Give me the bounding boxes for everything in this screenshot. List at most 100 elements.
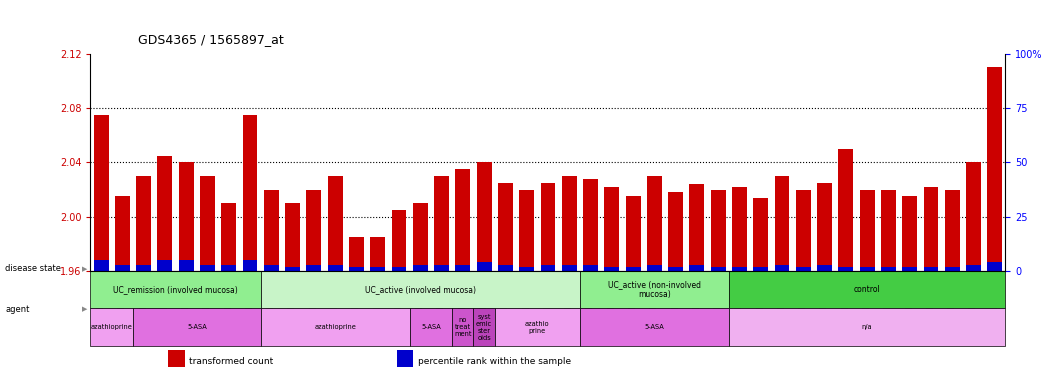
Bar — [604, 267, 619, 271]
Bar — [200, 176, 215, 271]
Bar — [924, 187, 938, 271]
Bar — [370, 237, 385, 271]
Bar — [860, 267, 875, 271]
Bar — [328, 265, 343, 271]
Bar — [729, 271, 1005, 308]
Bar — [434, 265, 449, 271]
Text: transformed count: transformed count — [189, 356, 273, 366]
Bar — [495, 308, 580, 346]
Bar — [881, 190, 896, 271]
Bar — [541, 183, 555, 271]
Bar — [647, 265, 662, 271]
Bar — [519, 267, 534, 271]
Bar — [477, 262, 492, 271]
Bar — [94, 260, 109, 271]
Bar — [817, 265, 832, 271]
Bar — [392, 210, 406, 271]
Bar — [261, 271, 580, 308]
Bar — [370, 267, 385, 271]
Bar — [604, 187, 619, 271]
Bar — [668, 192, 683, 271]
Bar — [498, 265, 513, 271]
Bar — [90, 308, 133, 346]
Text: azathio
prine: azathio prine — [525, 321, 550, 334]
Bar — [179, 162, 194, 271]
Bar — [410, 308, 452, 346]
Bar — [902, 196, 917, 271]
Bar — [966, 162, 981, 271]
Bar — [498, 183, 513, 271]
Bar — [775, 265, 789, 271]
Bar — [306, 265, 321, 271]
Bar — [689, 265, 704, 271]
Bar — [397, 350, 414, 367]
Bar — [94, 115, 109, 271]
Bar — [264, 265, 279, 271]
Bar — [796, 267, 811, 271]
Bar — [452, 308, 473, 346]
Bar — [924, 267, 938, 271]
Bar — [753, 267, 768, 271]
Text: 5-ASA: 5-ASA — [187, 324, 206, 330]
Text: azathioprine: azathioprine — [90, 324, 133, 330]
Bar — [455, 169, 470, 271]
Bar — [168, 350, 185, 367]
Bar — [987, 67, 1002, 271]
Bar — [133, 308, 261, 346]
Bar — [285, 267, 300, 271]
Bar — [945, 190, 960, 271]
Bar — [945, 267, 960, 271]
Bar — [157, 156, 172, 271]
Text: 5-ASA: 5-ASA — [645, 324, 664, 330]
Bar — [328, 176, 343, 271]
Bar — [838, 267, 853, 271]
Bar — [115, 265, 130, 271]
Bar — [902, 267, 917, 271]
Bar — [221, 265, 236, 271]
Bar — [349, 237, 364, 271]
Text: agent: agent — [5, 305, 30, 314]
Bar — [753, 198, 768, 271]
Bar — [711, 190, 726, 271]
Text: 5-ASA: 5-ASA — [421, 324, 440, 330]
Bar — [881, 267, 896, 271]
Text: percentile rank within the sample: percentile rank within the sample — [418, 356, 571, 366]
Bar — [838, 149, 853, 271]
Bar — [392, 267, 406, 271]
Bar — [689, 184, 704, 271]
Bar — [473, 308, 495, 346]
Bar — [90, 271, 261, 308]
Bar — [729, 308, 1005, 346]
Bar — [966, 265, 981, 271]
Bar — [243, 115, 257, 271]
Bar — [261, 308, 410, 346]
Text: disease state: disease state — [5, 264, 62, 273]
Bar — [541, 265, 555, 271]
Bar — [157, 260, 172, 271]
Bar — [413, 265, 428, 271]
Bar — [626, 267, 641, 271]
Bar — [562, 176, 577, 271]
Bar — [796, 190, 811, 271]
Bar — [860, 190, 875, 271]
Bar — [477, 162, 492, 271]
Text: UC_remission (involved mucosa): UC_remission (involved mucosa) — [113, 285, 238, 294]
Bar — [200, 265, 215, 271]
Bar — [413, 203, 428, 271]
Bar — [562, 265, 577, 271]
Text: no
treat
ment: no treat ment — [454, 317, 471, 337]
Text: n/a: n/a — [862, 324, 872, 330]
Text: azathioprine: azathioprine — [314, 324, 356, 330]
Bar — [775, 176, 789, 271]
Text: UC_active (involved mucosa): UC_active (involved mucosa) — [365, 285, 476, 294]
Bar — [455, 265, 470, 271]
Bar — [580, 271, 729, 308]
Bar — [583, 265, 598, 271]
Bar — [434, 176, 449, 271]
Bar — [264, 190, 279, 271]
Text: control: control — [853, 285, 881, 294]
Bar — [179, 260, 194, 271]
Text: UC_active (non-involved
mucosa): UC_active (non-involved mucosa) — [608, 280, 701, 300]
Bar — [583, 179, 598, 271]
Bar — [647, 176, 662, 271]
